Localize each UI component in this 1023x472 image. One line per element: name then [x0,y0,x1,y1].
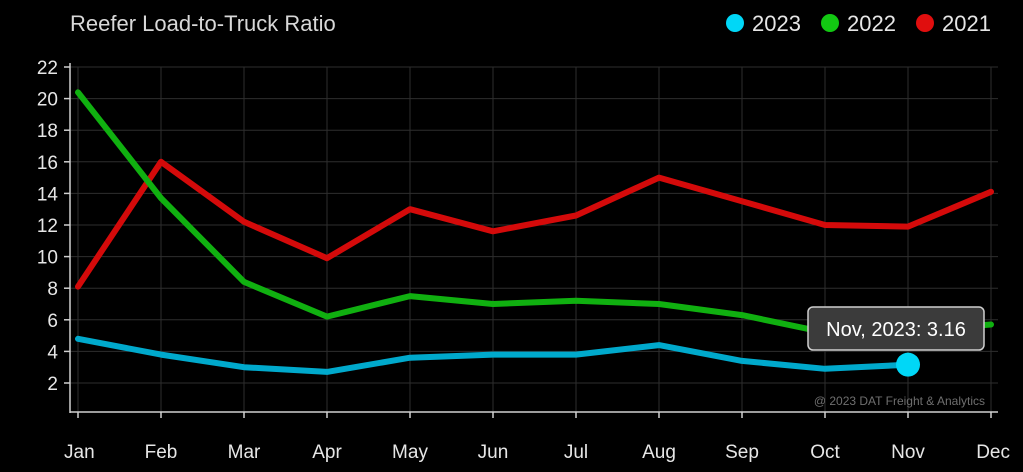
y-tick-label: 18 [37,121,58,142]
y-tick-label: 8 [47,279,58,300]
x-tick-label: May [392,442,428,463]
tooltip: Nov, 2023: 3.16 [807,306,985,377]
series-line-2022 [75,89,994,336]
y-tick-label: 2 [47,374,58,395]
legend-label: 2023 [752,11,801,36]
hover-point-marker[interactable] [896,352,920,377]
x-tick-label: Jun [478,442,509,463]
legend: 2023 2022 2021 [726,11,991,36]
x-tick-label: Dec [976,442,1010,463]
series-line-2021 [75,158,994,290]
legend-item-2022[interactable]: 2022 [821,11,896,36]
axes: 2 4 6 8 10 12 14 16 18 20 22 Jan Feb Mar Apr May Jun Jul A… [37,58,1010,463]
y-tick-label: 14 [37,184,59,205]
x-tick-label: Nov [891,442,925,463]
y-tick-label: 20 [37,90,58,111]
chart-title: Reefer Load-to-Truck Ratio [70,11,336,36]
legend-marker [726,14,744,32]
x-tick-label: Mar [228,442,261,463]
tooltip-text: Nov, 2023: 3.16 [826,319,966,341]
x-tick-label: Jul [564,442,588,463]
legend-marker [821,14,839,32]
y-tick-label: 22 [37,58,58,79]
legend-label: 2021 [942,11,991,36]
x-tick-label: Feb [145,442,178,463]
y-tick-label: 10 [37,248,58,269]
x-tick-label: Apr [312,442,342,463]
legend-label: 2022 [847,11,896,36]
legend-item-2021[interactable]: 2021 [916,11,991,36]
y-tick-label: 12 [37,216,58,237]
y-tick-label: 6 [47,311,58,332]
legend-marker [916,14,934,32]
legend-item-2023[interactable]: 2023 [726,11,801,36]
x-tick-label: Oct [810,442,840,463]
x-tick-label: Sep [725,442,759,463]
tooltip-box [807,306,985,351]
credit-text: @ 2023 DAT Freight & Analytics [814,394,985,408]
x-tick-label: Jan [64,442,95,463]
y-tick-label: 4 [47,342,58,363]
y-tick-label: 16 [37,153,58,174]
series-line-2023 [75,335,911,375]
x-tick-label: Aug [642,442,676,463]
